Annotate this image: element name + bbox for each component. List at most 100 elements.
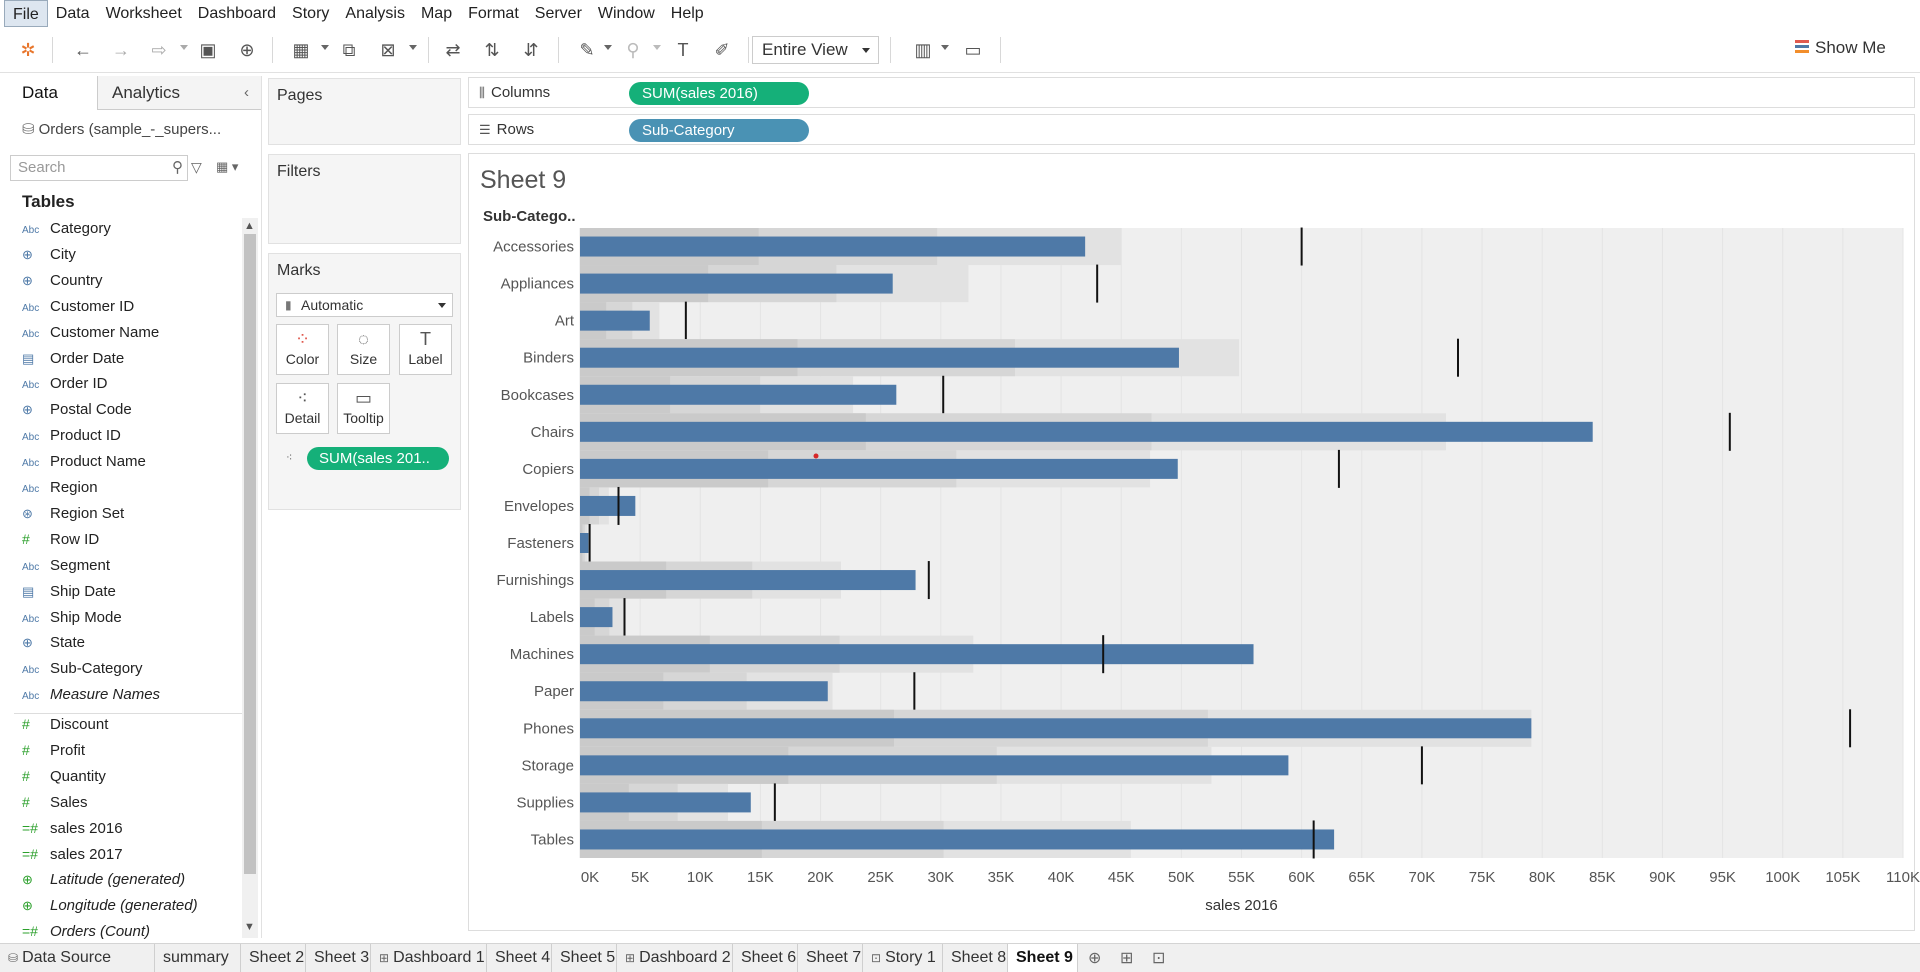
show-me-button[interactable]: Show Me (1795, 38, 1886, 58)
menu-analysis[interactable]: Analysis (345, 5, 405, 22)
tab-story-1[interactable]: ⊡ Story 1 (863, 944, 943, 972)
tooltip-button[interactable]: ▭ Tooltip (337, 383, 390, 434)
fix-axes-icon[interactable]: ✐ (714, 40, 730, 60)
menu-data[interactable]: Data (55, 5, 90, 22)
new-worksheet-tab-icon[interactable]: ⊕ (1088, 950, 1102, 967)
field-item[interactable]: =# sales 2016 (22, 820, 123, 842)
string-icon: Abc (22, 302, 40, 314)
field-item[interactable]: Abc Product ID (22, 427, 121, 449)
field-item[interactable]: # Quantity (22, 768, 106, 790)
tab-sheet-7[interactable]: Sheet 7 (798, 944, 863, 972)
field-item[interactable]: ⊕ City (22, 246, 76, 268)
field-item[interactable]: ⊕ Country (22, 272, 103, 294)
field-item[interactable]: ⊕ State (22, 634, 85, 656)
clear-sheet-icon[interactable]: ⊠ (380, 40, 396, 60)
undo-icon[interactable]: ← (74, 40, 92, 60)
tab-dashboard-1[interactable]: ⊞ Dashboard 1 (371, 944, 487, 972)
tab-data[interactable]: Data (0, 76, 98, 110)
field-scroll-thumb[interactable] (244, 234, 256, 874)
new-story-tab-icon[interactable]: ⊡ (1152, 950, 1166, 967)
swap-icon[interactable]: ⇄ (445, 40, 461, 60)
marks-field-pill[interactable]: SUM(sales 201.. (307, 447, 449, 470)
filters-card[interactable]: Filters (268, 154, 461, 244)
rows-shelf[interactable]: ☰ Rows Sub-Category (468, 114, 1915, 145)
collapse-pane-icon[interactable]: ‹ (244, 84, 249, 101)
tab-summary[interactable]: summary (155, 944, 241, 972)
replay-icon[interactable]: ⇨ (151, 40, 167, 60)
label-button[interactable]: T Label (399, 324, 452, 375)
field-item[interactable]: ▤ Ship Date (22, 583, 116, 605)
rows-pill[interactable]: Sub-Category (629, 119, 809, 142)
menu-dashboard[interactable]: Dashboard (197, 5, 277, 22)
view-options-icon[interactable]: ▦ ▾ (216, 159, 239, 174)
tab-sheet-6[interactable]: Sheet 6 (733, 944, 798, 972)
tab-sheet-9[interactable]: Sheet 9 (1008, 944, 1078, 972)
tab-sheet-8[interactable]: Sheet 8 (943, 944, 1008, 972)
sort-descending-icon[interactable]: ⇵ (523, 40, 539, 60)
sort-ascending-icon[interactable]: ⇅ (484, 40, 500, 60)
menu-help[interactable]: Help (670, 5, 704, 22)
field-item[interactable]: ▤ Order Date (22, 350, 124, 372)
field-item[interactable]: Abc Measure Names (22, 686, 160, 708)
field-item[interactable]: Abc Customer ID (22, 298, 134, 320)
field-item[interactable]: Abc Segment (22, 557, 110, 579)
field-item[interactable]: ⊕ Longitude (generated) (22, 897, 198, 919)
detail-button[interactable]: ⁖ Detail (276, 383, 329, 434)
columns-pill[interactable]: SUM(sales 2016) (629, 82, 809, 105)
menu-format[interactable]: Format (468, 5, 519, 22)
columns-shelf[interactable]: ⫼ Columns SUM(sales 2016) (468, 77, 1915, 108)
field-item[interactable]: # Profit (22, 742, 85, 764)
search-input[interactable]: Search ⚲ (10, 155, 188, 181)
menu-server[interactable]: Server (534, 5, 582, 22)
fit-view-select[interactable]: Entire View (752, 36, 879, 64)
highlight-icon[interactable]: ✎ (579, 40, 595, 60)
size-button[interactable]: ◌ Size (337, 324, 390, 375)
field-item[interactable]: # Row ID (22, 531, 99, 553)
field-item[interactable]: =# sales 2017 (22, 846, 123, 868)
tableau-logo-icon[interactable]: ✲ (20, 40, 36, 60)
field-item[interactable]: Abc Region (22, 479, 98, 501)
field-item[interactable]: =# Orders (Count) (22, 923, 150, 945)
scroll-down-icon[interactable]: ▼ (244, 921, 255, 933)
field-item[interactable]: Abc Ship Mode (22, 609, 122, 631)
menu-window[interactable]: Window (597, 5, 655, 22)
field-item[interactable]: # Sales (22, 794, 88, 816)
save-icon[interactable]: ▣ (199, 40, 217, 60)
field-item[interactable]: Abc Order ID (22, 375, 108, 397)
mark-type-select[interactable]: ▮ Automatic (276, 293, 453, 317)
tab-sheet-3[interactable]: Sheet 3 (306, 944, 371, 972)
tab-analytics[interactable]: Analytics (98, 76, 261, 110)
tab-sheet-5[interactable]: Sheet 5 (552, 944, 617, 972)
field-item[interactable]: Abc Product Name (22, 453, 146, 475)
field-item[interactable]: ⊛ Region Set (22, 505, 124, 527)
duplicate-sheet-icon[interactable]: ⧉ (342, 40, 356, 60)
scroll-up-icon[interactable]: ▲ (244, 220, 255, 232)
menu-story[interactable]: Story (292, 5, 330, 22)
new-worksheet-icon[interactable]: ▦ (292, 40, 310, 60)
show-labels-icon[interactable]: T (677, 40, 689, 60)
field-item[interactable]: Abc Category (22, 220, 111, 242)
pages-card[interactable]: Pages (268, 78, 461, 145)
group-icon[interactable]: ⚲ (626, 40, 640, 60)
presentation-icon[interactable]: ▭ (964, 40, 982, 60)
field-item[interactable]: Abc Customer Name (22, 324, 159, 346)
menu-file[interactable]: File (4, 0, 48, 27)
viz-canvas[interactable] (468, 153, 1915, 931)
menu-worksheet[interactable]: Worksheet (105, 5, 182, 22)
tab-dashboard-2[interactable]: ⊞ Dashboard 2 (617, 944, 733, 972)
tab-data-source[interactable]: ⛁ Data Source (0, 944, 155, 972)
field-item[interactable]: ⊕ Postal Code (22, 401, 132, 423)
datasource-item[interactable]: ⛁ Orders (sample_-_supers... (22, 120, 221, 138)
tab-sheet-4[interactable]: Sheet 4 (487, 944, 552, 972)
field-item[interactable]: # Discount (22, 716, 108, 738)
field-item[interactable]: Abc Sub-Category (22, 660, 143, 682)
menu-map[interactable]: Map (420, 5, 453, 22)
cards-icon[interactable]: ▥ (914, 40, 932, 60)
color-button[interactable]: ⁘ Color (276, 324, 329, 375)
field-item[interactable]: ⊕ Latitude (generated) (22, 871, 185, 893)
new-datasource-icon[interactable]: ⊕ (239, 40, 255, 60)
new-dashboard-tab-icon[interactable]: ⊞ (1120, 950, 1134, 967)
tab-sheet-2[interactable]: Sheet 2 (241, 944, 306, 972)
redo-icon[interactable]: → (112, 40, 130, 60)
filter-icon[interactable]: ▽ (191, 159, 202, 175)
